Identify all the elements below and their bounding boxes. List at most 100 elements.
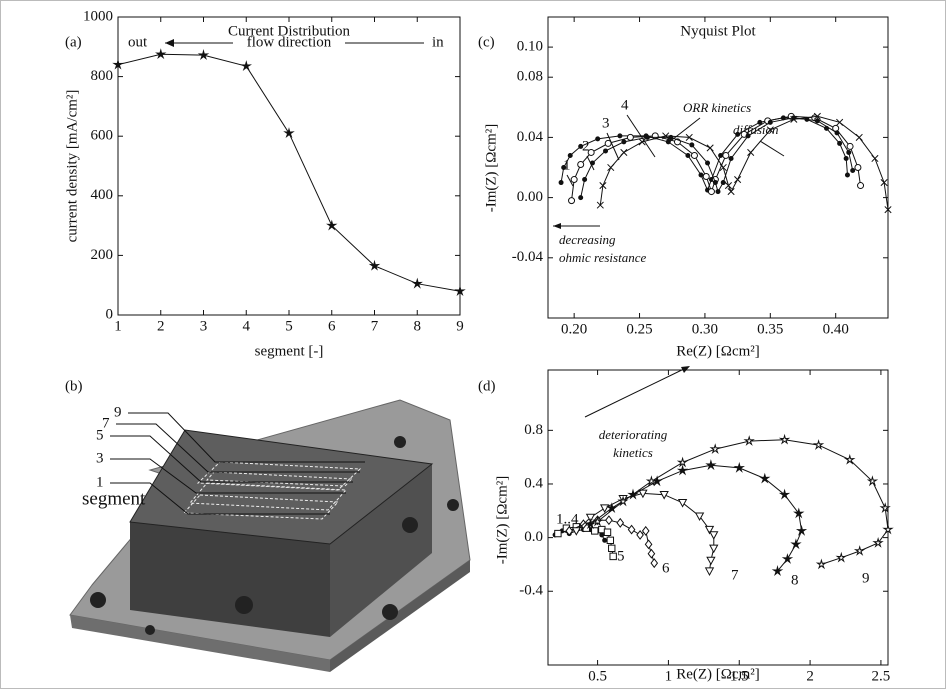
marker (715, 189, 721, 195)
annotation: deteriorating (599, 427, 668, 442)
series-label: 8 (791, 572, 799, 588)
x-tick-label: 4 (243, 318, 251, 334)
marker (604, 139, 612, 147)
segment-number: 3 (96, 450, 104, 466)
leader-line (566, 174, 574, 187)
marker (702, 173, 710, 181)
x-tick-label: 6 (328, 318, 336, 334)
y-axis-label: -Im(Z) [Ωcm²] (483, 124, 499, 213)
panel-label: (d) (478, 378, 496, 394)
data-line (580, 117, 854, 198)
panel-label: (a) (65, 34, 82, 50)
marker (706, 144, 714, 152)
marker (565, 525, 574, 536)
x-axis-label: segment [-] (255, 343, 324, 359)
x-tick-label: 0.5 (588, 668, 607, 684)
x-tick-label: 3 (200, 318, 208, 334)
marker (718, 152, 724, 158)
marker (884, 206, 892, 214)
marker (620, 148, 628, 157)
marker (644, 134, 650, 140)
marker (650, 558, 659, 569)
y-tick-label: 0.00 (517, 189, 543, 205)
x-axis-label: Re(Z) [Ωcm²] (676, 666, 760, 682)
panel-label: (b) (65, 378, 83, 394)
marker (659, 491, 669, 500)
chart-title: Current Distribution (228, 23, 351, 39)
marker (626, 133, 634, 141)
y-tick-label: 0.4 (524, 475, 543, 491)
marker (745, 133, 751, 139)
marker (759, 472, 771, 484)
marker (813, 112, 821, 120)
marker (578, 195, 584, 201)
marker (724, 182, 733, 190)
marker (834, 130, 840, 136)
marker (647, 548, 656, 559)
marker (698, 172, 704, 178)
marker (645, 475, 658, 487)
marker (857, 182, 865, 190)
x-axis-label: Re(Z) [Ωcm²] (676, 343, 760, 359)
marker (585, 513, 596, 523)
marker (871, 154, 879, 163)
marker (795, 524, 808, 536)
marker (599, 182, 607, 190)
series-label: 2 (582, 138, 590, 154)
x-tick-label: 9 (456, 318, 464, 334)
marker (735, 131, 741, 137)
annotation: ORR kinetics (683, 100, 751, 115)
y-tick-label: 0.08 (517, 69, 543, 85)
marker (561, 165, 567, 170)
photo-caption: segment (82, 488, 146, 509)
marker (567, 152, 573, 158)
y-tick-label: 0.8 (524, 422, 543, 438)
marker (707, 188, 715, 196)
y-tick-label: 600 (91, 128, 114, 144)
marker (595, 136, 601, 142)
marker (641, 525, 650, 536)
x-tick-label: 2.5 (872, 668, 891, 684)
x-tick-label: 2 (806, 668, 814, 684)
marker (837, 140, 843, 146)
marker (603, 528, 612, 536)
marker (880, 178, 888, 187)
marker (607, 163, 615, 172)
series-label: 3 (602, 115, 610, 131)
hole (447, 499, 459, 511)
marker (694, 512, 705, 522)
base-edge (70, 615, 330, 672)
marker (676, 464, 689, 476)
x-tick-label: 1 (665, 668, 673, 684)
arrow-head (553, 223, 561, 229)
marker (596, 201, 604, 209)
marker (882, 523, 894, 535)
y-axis-label: -Im(Z) [Ωcm²] (494, 476, 510, 565)
marker (155, 48, 167, 60)
x-tick-label: 1 (114, 318, 122, 334)
plot-frame (547, 16, 889, 319)
marker (627, 524, 636, 535)
annotation: out (128, 34, 148, 50)
marker (879, 502, 891, 514)
marker (854, 164, 862, 171)
marker (706, 556, 716, 566)
y-tick-label: 1000 (83, 8, 113, 24)
marker (844, 172, 850, 178)
marker (709, 443, 721, 455)
block-side (330, 464, 432, 637)
y-tick-label: 0.10 (517, 39, 543, 55)
marker (727, 188, 735, 196)
marker (587, 148, 595, 156)
hole (394, 436, 406, 448)
x-tick-label: 0.25 (626, 321, 652, 337)
x-tick-label: 5 (285, 318, 293, 334)
x-tick-label: 1.5 (730, 668, 749, 684)
x-tick-label: 7 (371, 318, 379, 334)
base-edge (330, 560, 470, 672)
marker (609, 552, 617, 561)
marker (240, 60, 252, 72)
series-label: 9 (862, 570, 870, 586)
x-tick-label: 0.35 (757, 321, 783, 337)
marker (602, 537, 608, 543)
